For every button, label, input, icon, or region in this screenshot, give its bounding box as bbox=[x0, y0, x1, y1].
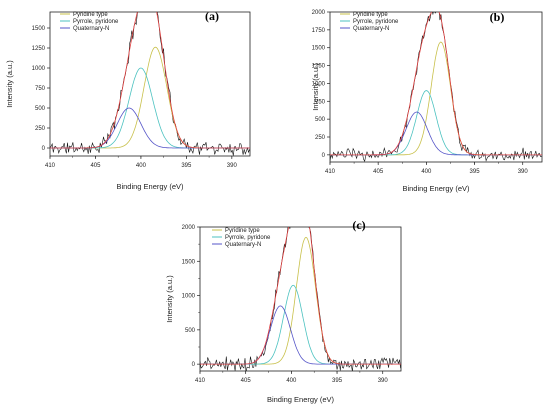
panel-label: (b) bbox=[490, 10, 505, 24]
y-tick-label: 1750 bbox=[312, 28, 326, 34]
peak-pyridine-type-line bbox=[330, 41, 542, 156]
panel-label: (a) bbox=[205, 9, 219, 23]
y-tick-label: 1000 bbox=[32, 66, 46, 72]
y-tick-label: 1250 bbox=[312, 64, 326, 70]
legend-entry: Quaternary-N bbox=[353, 26, 389, 32]
x-tick-label: 400 bbox=[136, 163, 147, 169]
peak-quaternary-n-line bbox=[50, 107, 250, 149]
legend-entry: Pyrrole, pyridone bbox=[353, 19, 399, 25]
y-tick-label: 750 bbox=[35, 86, 46, 92]
raw-spectrum-line bbox=[330, 12, 542, 162]
x-tick-label: 395 bbox=[470, 169, 481, 175]
x-tick-label: 405 bbox=[373, 169, 384, 175]
x-tick-label: 400 bbox=[286, 378, 297, 384]
y-tick-label: 1500 bbox=[182, 259, 196, 265]
legend-entry: Quaternary-N bbox=[73, 26, 109, 32]
y-axis-title: Intensity (a.u.) bbox=[311, 63, 320, 111]
legend-entry: Pyridine type bbox=[353, 12, 388, 18]
plot-frame bbox=[49, 11, 251, 157]
x-tick-label: 390 bbox=[378, 378, 389, 384]
y-tick-label: 500 bbox=[35, 106, 46, 112]
x-tick-label: 395 bbox=[332, 378, 343, 384]
y-tick-label: 250 bbox=[315, 135, 326, 141]
y-tick-label: 0 bbox=[42, 146, 46, 152]
peak-quaternary-n-line bbox=[330, 111, 542, 156]
legend-entry: Quaternary-N bbox=[225, 242, 261, 248]
y-axis-title: Intensity (a.u.) bbox=[165, 275, 174, 323]
x-tick-label: 410 bbox=[325, 169, 336, 175]
x-tick-label: 405 bbox=[241, 378, 252, 384]
y-tick-label: 0 bbox=[192, 362, 196, 368]
x-tick-label: 400 bbox=[421, 169, 432, 175]
y-tick-label: 2000 bbox=[182, 225, 196, 231]
chart-panel-1: 410 405 400 395 390 0 250 500 750 1000 1250 1500 Bin… bbox=[5, 9, 251, 191]
x-axis-title: Binding Energy (eV) bbox=[116, 182, 184, 191]
x-tick-label: 390 bbox=[518, 169, 529, 175]
peak-pyrrole-pyridone-line bbox=[50, 67, 250, 149]
x-tick-label: 390 bbox=[227, 163, 238, 169]
y-tick-label: 250 bbox=[35, 126, 46, 132]
y-tick-label: 1000 bbox=[312, 81, 326, 87]
x-tick-label: 395 bbox=[181, 163, 192, 169]
raw-spectrum-line bbox=[50, 12, 250, 156]
x-axis-title: Binding Energy (eV) bbox=[267, 395, 335, 404]
plot-area bbox=[330, 12, 542, 162]
y-tick-label: 500 bbox=[185, 328, 196, 334]
plot-area bbox=[200, 227, 401, 371]
y-tick-label: 1500 bbox=[32, 26, 46, 32]
raw-spectrum-line bbox=[200, 227, 401, 371]
fit-envelope-line bbox=[330, 12, 542, 156]
chart-panel-3: 410 405 400 395 390 0 500 1000 1500 2000 Binding E… bbox=[165, 218, 402, 404]
x-tick-label: 405 bbox=[90, 163, 101, 169]
legend-entry: Pyrrole, pyridone bbox=[73, 19, 119, 25]
plot-frame bbox=[329, 11, 543, 163]
x-tick-label: 410 bbox=[195, 378, 206, 384]
fit-envelope-line bbox=[200, 227, 401, 365]
fit-envelope-line bbox=[50, 12, 250, 149]
legend-entry: Pyridine type bbox=[225, 228, 260, 234]
x-axis-title: Binding Energy (eV) bbox=[402, 184, 470, 193]
y-tick-label: 1250 bbox=[32, 46, 46, 52]
plot-area bbox=[50, 12, 250, 156]
legend-entry: Pyrrole, pyridone bbox=[225, 235, 271, 241]
y-tick-label: 1000 bbox=[182, 294, 196, 300]
y-axis-title: Intensity (a.u.) bbox=[5, 60, 14, 108]
y-tick-label: 1500 bbox=[312, 46, 326, 52]
plot-frame bbox=[199, 226, 402, 372]
peak-pyridine-type-line bbox=[50, 46, 250, 149]
peak-quaternary-n-line bbox=[200, 305, 401, 365]
y-tick-label: 500 bbox=[315, 117, 326, 123]
legend-entry: Pyridine type bbox=[73, 12, 108, 18]
panel-label: (c) bbox=[352, 218, 365, 232]
peak-pyrrole-pyridone-line bbox=[200, 284, 401, 365]
y-tick-label: 750 bbox=[315, 99, 326, 105]
peak-pyridine-type-line bbox=[200, 236, 401, 365]
x-tick-label: 410 bbox=[45, 163, 56, 169]
y-tick-label: 2000 bbox=[312, 10, 326, 16]
peak-pyrrole-pyridone-line bbox=[330, 90, 542, 156]
y-tick-label: 0 bbox=[322, 153, 326, 159]
chart-panel-2: 410 405 400 395 390 0 250 500 750 1000 1250 1500 175… bbox=[311, 10, 543, 193]
